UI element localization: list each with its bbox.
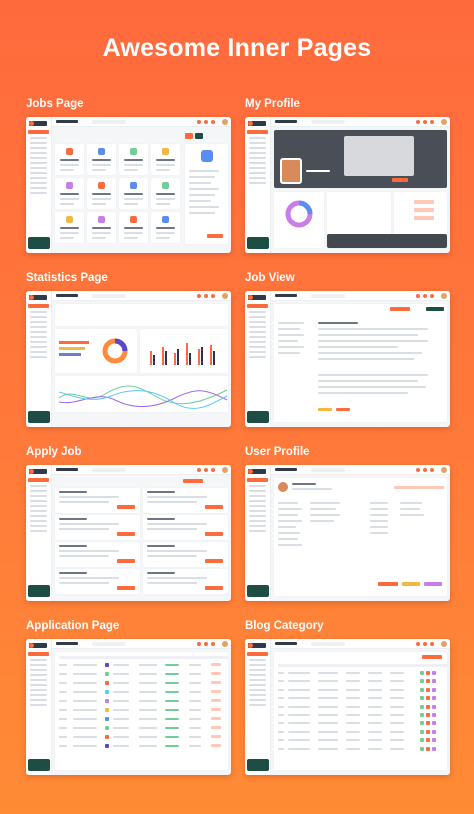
preview-label: Jobs Page (26, 98, 84, 110)
preview-label: Apply Job (26, 446, 82, 458)
preview-screenshot-jobs-page (26, 117, 231, 253)
preview-card-blog-category[interactable]: Blog Category (245, 618, 450, 775)
preview-screenshot-blog-category (245, 639, 450, 775)
preview-screenshot-apply-job (26, 465, 231, 601)
preview-screenshot-statistics-page (26, 291, 231, 427)
preview-screenshot-my-profile (245, 117, 450, 253)
preview-card-my-profile[interactable]: My Profile (245, 96, 450, 253)
preview-label: Blog Category (245, 620, 324, 632)
preview-card-statistics-page[interactable]: Statistics Page (26, 270, 231, 427)
preview-card-user-profile[interactable]: User Profile (245, 444, 450, 601)
preview-label: User Profile (245, 446, 310, 458)
preview-label: Job View (245, 272, 295, 284)
preview-label: Statistics Page (26, 272, 108, 284)
preview-screenshot-application-page (26, 639, 231, 775)
preview-label: Application Page (26, 620, 120, 632)
preview-card-jobs-page[interactable]: Jobs Page (26, 96, 231, 253)
preview-label: My Profile (245, 98, 300, 110)
preview-card-application-page[interactable]: Application Page (26, 618, 231, 775)
preview-card-job-view[interactable]: Job View (245, 270, 450, 427)
preview-screenshot-job-view (245, 291, 450, 427)
preview-card-apply-job[interactable]: Apply Job (26, 444, 231, 601)
preview-screenshot-user-profile (245, 465, 450, 601)
page-title: Awesome Inner Pages (102, 34, 372, 62)
